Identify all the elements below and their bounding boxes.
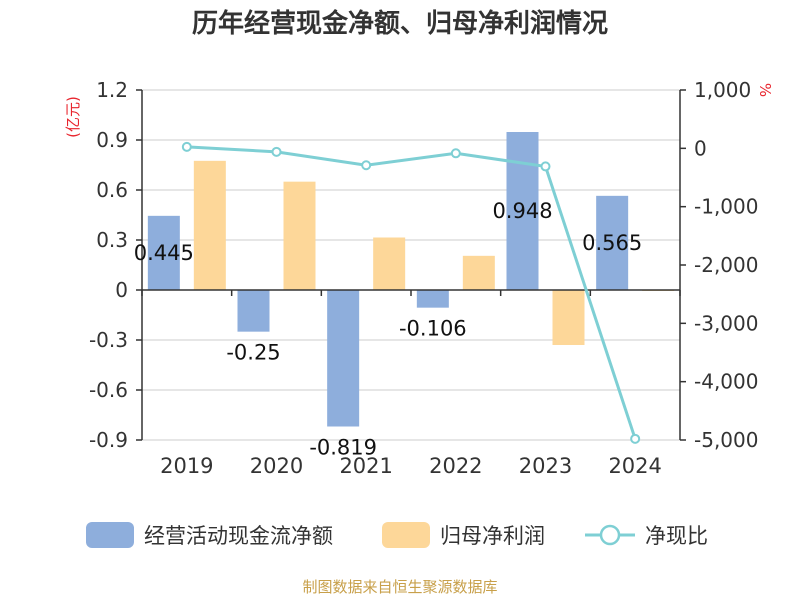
line-series bbox=[181, 141, 641, 444]
left-axis-label: 1.2 bbox=[96, 78, 128, 102]
left-axis-label: 0 bbox=[115, 278, 128, 302]
x-axis-label-2019: 2019 bbox=[160, 454, 213, 478]
bar-net-profit-2019 bbox=[193, 160, 226, 290]
cash-ratio-point-2021 bbox=[361, 160, 372, 171]
cash-ratio-point-2022 bbox=[450, 148, 461, 159]
data-label-operating-cash-2024: 0.565 bbox=[582, 231, 642, 255]
bar-net-profit-2020 bbox=[283, 181, 316, 290]
bar-operating-cash-2023 bbox=[506, 132, 539, 290]
left-axis-label: 0.3 bbox=[96, 228, 128, 252]
left-axis-label: -0.3 bbox=[89, 328, 128, 352]
right-axis-label: -5,000 bbox=[694, 428, 758, 452]
x-axis-label-2022: 2022 bbox=[429, 454, 482, 478]
legend-swatch-operating-cash bbox=[86, 522, 134, 548]
data-label-operating-cash-2020: -0.25 bbox=[226, 341, 280, 365]
data-label-operating-cash-2023: 0.948 bbox=[492, 199, 552, 223]
chart-title: 历年经营现金净额、归母净利润情况 bbox=[192, 8, 608, 39]
bar-net-profit-2021 bbox=[373, 237, 406, 290]
legend-label-net-profit: 归母净利润 bbox=[440, 524, 545, 548]
bar-net-profit-2022 bbox=[462, 255, 495, 290]
right-axis-label: -1,000 bbox=[694, 195, 758, 219]
left-axis-label: -0.6 bbox=[89, 378, 128, 402]
legend-label-operating-cash: 经营活动现金流净额 bbox=[144, 524, 333, 548]
data-label-operating-cash-2019: 0.445 bbox=[134, 241, 194, 265]
bar-operating-cash-2024 bbox=[596, 195, 629, 290]
x-axis-label-2023: 2023 bbox=[519, 454, 572, 478]
right-axis-label: -3,000 bbox=[694, 311, 758, 335]
cash-ratio-point-2024 bbox=[630, 433, 641, 444]
data-source-note: 制图数据来自恒生聚源数据库 bbox=[302, 578, 497, 596]
left-axis-label: 0.6 bbox=[96, 178, 128, 202]
data-label-operating-cash-2022: -0.106 bbox=[399, 317, 467, 341]
right-axis-label: -2,000 bbox=[694, 253, 758, 277]
x-axis-label-2020: 2020 bbox=[250, 454, 303, 478]
bar-operating-cash-2022 bbox=[416, 290, 449, 308]
right-axis-label: -4,000 bbox=[694, 370, 758, 394]
x-axis-label-2024: 2024 bbox=[608, 454, 661, 478]
data-labels: 0.445 -0.25 -0.819 -0.106 0.948 0.565 bbox=[134, 199, 642, 460]
bar-net-profit-2023 bbox=[552, 290, 585, 345]
cash-ratio-point-2020 bbox=[271, 146, 282, 157]
cash-ratio-line bbox=[186, 145, 637, 440]
legend-swatch-net-profit bbox=[382, 522, 430, 548]
axes bbox=[136, 89, 686, 441]
legend: 经营活动现金流净额 归母净利润 净现比 bbox=[86, 522, 708, 548]
legend-label-cash-ratio: 净现比 bbox=[645, 524, 708, 548]
bar-operating-cash-2020 bbox=[237, 290, 270, 332]
cash-ratio-point-2023 bbox=[540, 161, 551, 172]
bar-series bbox=[147, 132, 675, 427]
right-axis-unit: % bbox=[756, 83, 774, 97]
x-axis-label-2021: 2021 bbox=[339, 454, 392, 478]
cash-ratio-point-2019 bbox=[181, 141, 192, 152]
bar-operating-cash-2019 bbox=[147, 215, 180, 290]
data-label-operating-cash-2021: -0.819 bbox=[309, 436, 377, 460]
right-axis-label: 1,000 bbox=[694, 78, 751, 102]
left-axis-label: -0.9 bbox=[89, 428, 128, 452]
right-axis-label: 0 bbox=[694, 136, 707, 160]
legend-marker-cash-ratio bbox=[599, 524, 621, 546]
left-axis-unit: (亿元) bbox=[64, 96, 82, 138]
left-axis-label: 0.9 bbox=[96, 128, 128, 152]
bar-operating-cash-2021 bbox=[327, 290, 360, 427]
tick-labels: 1.2 0.9 0.6 0.3 0 -0.3 -0.6 -0.9 1,000 0 -1,000 -2,… bbox=[89, 78, 759, 478]
